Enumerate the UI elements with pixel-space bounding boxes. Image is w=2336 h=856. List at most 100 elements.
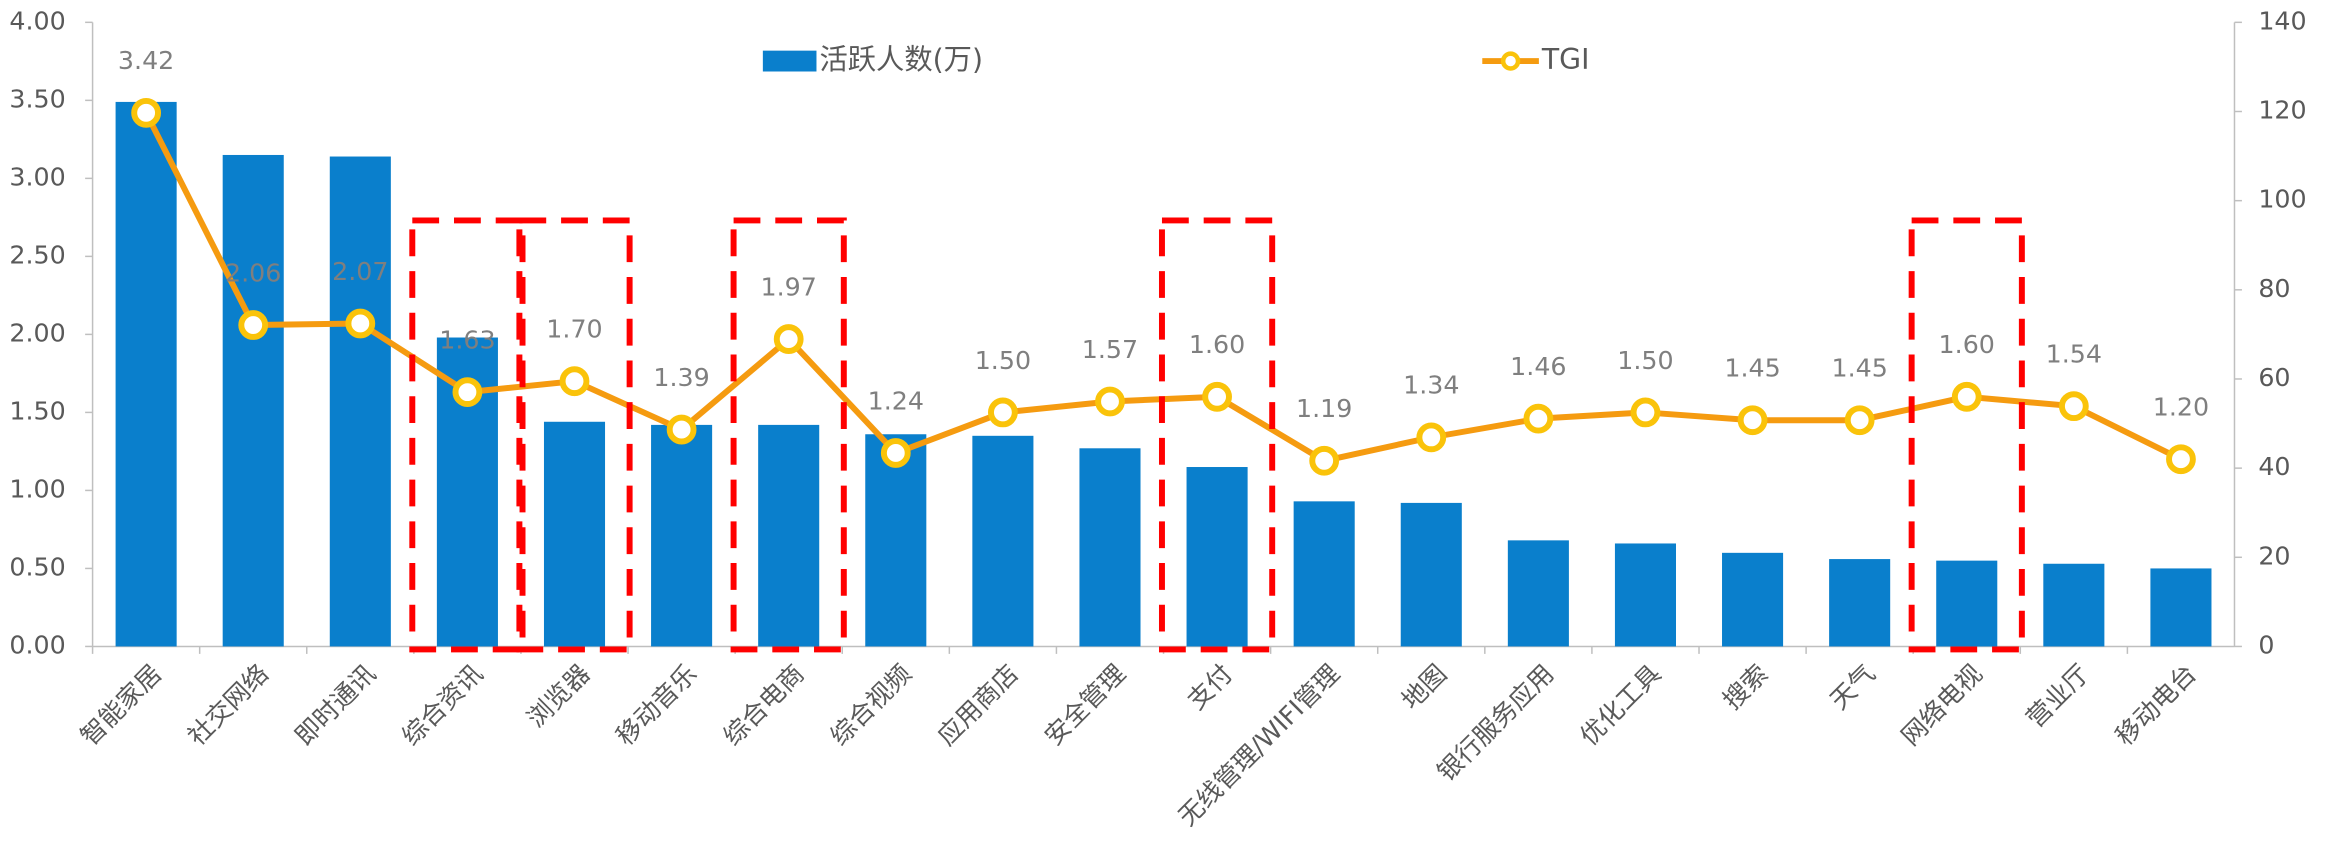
x-tick-label: 浏览器 [521, 658, 596, 733]
line-marker [1844, 405, 1875, 436]
line-marker [345, 308, 376, 339]
data-label: 1.60 [1939, 329, 1995, 359]
bar [972, 435, 1034, 647]
line-marker [2166, 444, 2196, 475]
line-marker [666, 414, 697, 445]
line-marker [1095, 386, 1125, 417]
bar [1722, 552, 1784, 647]
data-label: 1.57 [1082, 334, 1138, 364]
data-label: 1.46 [1510, 351, 1566, 381]
line-marker [1523, 403, 1554, 434]
bar [1400, 502, 1462, 647]
bar [2043, 563, 2105, 647]
y2-tick-label: 60 [2258, 362, 2290, 392]
bar [865, 434, 927, 647]
bar [222, 154, 284, 647]
x-tick-label: 天气 [1824, 658, 1881, 715]
x-tick-label: 安全管理 [1038, 658, 1131, 751]
y-tick-label: 2.50 [9, 239, 65, 269]
data-label: 1.39 [653, 362, 709, 392]
x-tick-label: 网络电视 [1895, 658, 1988, 751]
bar [1614, 543, 1676, 647]
data-label: 1.63 [439, 324, 495, 354]
y2-tick-label: 100 [2258, 184, 2306, 214]
data-label: 1.97 [761, 271, 817, 301]
y-tick-label: 1.00 [9, 473, 65, 503]
y-tick-label: 3.50 [9, 83, 65, 113]
data-label: 3.42 [118, 45, 174, 75]
x-tick-label: 社交网络 [182, 658, 275, 751]
highlight-box [730, 217, 847, 653]
x-tick-label: 搜索 [1717, 658, 1774, 715]
x-tick-label: 支付 [1181, 658, 1238, 715]
bar [1936, 560, 1998, 647]
line-marker [238, 310, 269, 340]
highlight-box [516, 217, 633, 653]
data-label: 2.06 [225, 257, 281, 287]
data-label: 2.07 [332, 256, 388, 286]
line-marker [1309, 445, 1340, 476]
line-marker [559, 366, 590, 397]
y2-tick-label: 20 [2258, 540, 2290, 570]
line-marker [2058, 391, 2089, 422]
y2-tick-label: 80 [2258, 273, 2290, 303]
y2-tick-label: 140 [2258, 5, 2306, 35]
highlight-box [1158, 217, 1276, 653]
highlight-box [1908, 217, 2025, 653]
x-tick-label: 应用商店 [931, 658, 1024, 751]
x-tick-label: 移动电台 [2109, 658, 2202, 751]
y2-tick-label: 0 [2258, 629, 2274, 659]
x-tick-label: 智能家居 [74, 658, 167, 751]
y-tick-label: 0.00 [9, 629, 65, 659]
line-marker [987, 397, 1018, 428]
data-label: 1.54 [2046, 339, 2102, 369]
bar [1829, 559, 1891, 647]
highlight-box [409, 217, 526, 653]
y-tick-label: 0.50 [9, 551, 65, 581]
line-marker [1951, 381, 1982, 412]
y2-tick-label: 120 [2258, 95, 2306, 125]
y2-tick-label: 40 [2258, 451, 2290, 481]
bar [115, 101, 177, 647]
bar [543, 421, 606, 647]
y-tick-label: 2.00 [9, 317, 65, 347]
bar [758, 424, 820, 647]
line-marker [1202, 381, 1232, 412]
x-tick-label: 营业厅 [2020, 658, 2095, 733]
x-tick-label: 综合资讯 [396, 658, 489, 751]
data-label: 1.45 [1831, 353, 1887, 383]
bar [1079, 448, 1141, 647]
data-label: 1.20 [2153, 392, 2209, 422]
legend-swatch [762, 50, 817, 72]
legend-label: TGI [1541, 43, 1590, 76]
legend-marker [1500, 51, 1521, 71]
bar [1293, 501, 1355, 647]
legend-label: 活跃人数(万) [819, 43, 983, 76]
bar [2150, 568, 2212, 647]
data-label: 1.19 [1296, 393, 1352, 423]
y-tick-label: 1.50 [9, 395, 65, 425]
x-tick-label: 地图 [1395, 658, 1452, 715]
x-tick-label: 即时通讯 [289, 658, 382, 751]
y-tick-label: 3.00 [9, 161, 65, 191]
bar [1186, 467, 1248, 647]
line-marker [1416, 422, 1447, 453]
data-label: 1.34 [1403, 370, 1459, 400]
data-label: 1.45 [1724, 353, 1780, 383]
data-label: 1.24 [868, 385, 924, 415]
line-marker [1630, 397, 1661, 428]
line-marker [880, 438, 911, 468]
y-tick-label: 4.00 [9, 5, 65, 35]
x-tick-label: 优化工具 [1574, 658, 1667, 751]
line-marker [1737, 405, 1768, 436]
line-marker [452, 377, 483, 408]
x-tick-label: 移动音乐 [610, 658, 703, 751]
bar [651, 424, 713, 647]
line-marker [131, 97, 162, 128]
data-label: 1.50 [1617, 345, 1673, 375]
x-tick-label: 综合电商 [717, 658, 810, 751]
bar [329, 156, 391, 647]
x-tick-label: 综合视频 [824, 658, 917, 751]
